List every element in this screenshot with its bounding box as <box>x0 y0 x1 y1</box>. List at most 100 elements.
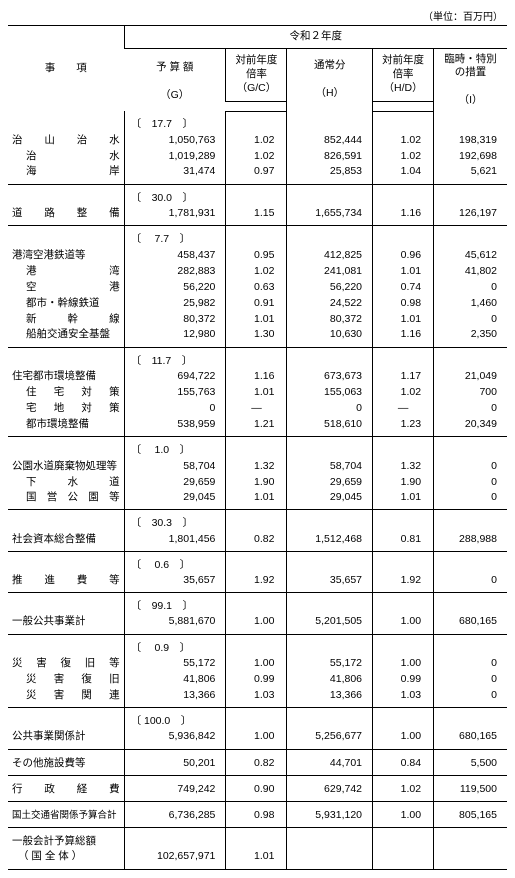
cell-gc: 1.02 <box>226 148 287 164</box>
cell-hd: 0.81 <box>373 532 434 552</box>
cell-h: 0 <box>287 401 373 417</box>
cell-gc: 1.00 <box>226 729 287 749</box>
cell-h: 55,172 <box>287 656 373 672</box>
cell-i: 0 <box>434 279 507 295</box>
cell-i: 0 <box>434 688 507 708</box>
cell-gc: 1.02 <box>226 263 287 279</box>
cell-i: 1,460 <box>434 295 507 311</box>
row-item: 都市・幹線鉄道 <box>8 295 124 311</box>
row-item: 災 害 関 連 <box>8 688 124 708</box>
cell-h: 25,853 <box>287 164 373 184</box>
cell-i: 0 <box>434 656 507 672</box>
cell-h: 518,610 <box>287 417 373 437</box>
cell-i: 0 <box>434 401 507 417</box>
cell-hd: 1.00 <box>373 729 434 749</box>
cell-gc: 1.01 <box>226 311 287 327</box>
cell-g: 1,050,763 <box>124 132 226 148</box>
row-item: 治 水 <box>8 148 124 164</box>
cell-hd: 1.02 <box>373 385 434 401</box>
cell-hd: 0.84 <box>373 749 434 775</box>
cell-gc: 1.30 <box>226 327 287 347</box>
bracket-value: 〔 0.6 〕 <box>124 551 226 573</box>
row-item: 行 政 経 費 <box>8 775 124 801</box>
row-item: 公園水道廃棄物処理等 <box>8 458 124 474</box>
cell-g: 56,220 <box>124 279 226 295</box>
cell-g: 5,881,670 <box>124 614 226 634</box>
hdr-hd: 対前年度 倍率 （H/D） <box>373 48 434 101</box>
cell-g: 50,201 <box>124 749 226 775</box>
cell-hd: 1.01 <box>373 311 434 327</box>
cell-hd: 1.16 <box>373 206 434 226</box>
cell-hd: 1.04 <box>373 164 434 184</box>
cell-i: 288,988 <box>434 532 507 552</box>
cell-gc: 0.95 <box>226 247 287 263</box>
cell-h: 10,630 <box>287 327 373 347</box>
cell-hd: 1.23 <box>373 417 434 437</box>
cell-i: 0 <box>434 490 507 510</box>
cell-i: 5,621 <box>434 164 507 184</box>
cell-i: 0 <box>434 458 507 474</box>
row-item: 公共事業関係計 <box>8 729 124 749</box>
cell-gc: 0.91 <box>226 295 287 311</box>
cell-h: 5,201,505 <box>287 614 373 634</box>
cell-g: 0 <box>124 401 226 417</box>
cell-hd: 1.01 <box>373 263 434 279</box>
cell-gc: 1.00 <box>226 656 287 672</box>
cell-hd: 1.03 <box>373 688 434 708</box>
cell-h: 1,512,468 <box>287 532 373 552</box>
cell-h: 41,806 <box>287 672 373 688</box>
row-item: その他施設費等 <box>8 749 124 775</box>
cell-g: 35,657 <box>124 573 226 593</box>
cell-hd: 0.99 <box>373 672 434 688</box>
cell-i: 2,350 <box>434 327 507 347</box>
cell-i: 700 <box>434 385 507 401</box>
cell-i: 0 <box>434 474 507 490</box>
cell-g: 458,437 <box>124 247 226 263</box>
cell-h: 35,657 <box>287 573 373 593</box>
cell-g: 31,474 <box>124 164 226 184</box>
cell-gc <box>226 828 287 850</box>
hdr-budget: 予 算 額 （G） <box>124 48 226 111</box>
cell-i: 41,802 <box>434 263 507 279</box>
row-item <box>8 347 124 369</box>
cell-gc: 0.63 <box>226 279 287 295</box>
bracket-value: 〔 0.9 〕 <box>124 634 226 656</box>
cell-g: 25,982 <box>124 295 226 311</box>
hdr-normal: 通常分 （H） <box>287 48 373 111</box>
unit-label: （単位：百万円） <box>8 8 507 23</box>
cell-h <box>287 828 373 850</box>
cell-h: 1,655,734 <box>287 206 373 226</box>
cell-g: 538,959 <box>124 417 226 437</box>
row-item: 宅 地 対 策 <box>8 401 124 417</box>
cell-g: 29,659 <box>124 474 226 490</box>
cell-i: 5,500 <box>434 749 507 775</box>
row-item: 道 路 整 備 <box>8 206 124 226</box>
cell-g: 1,019,289 <box>124 148 226 164</box>
row-item: 災 害 復 旧 <box>8 672 124 688</box>
cell-gc: 1.02 <box>226 132 287 148</box>
cell-h: 5,931,120 <box>287 802 373 828</box>
cell-hd: 0.74 <box>373 279 434 295</box>
cell-i: 126,197 <box>434 206 507 226</box>
cell-gc: 1.92 <box>226 573 287 593</box>
cell-h: 629,742 <box>287 775 373 801</box>
row-item <box>8 226 124 248</box>
row-item: 海 岸 <box>8 164 124 184</box>
cell-h: 13,366 <box>287 688 373 708</box>
row-item: 住 宅 対 策 <box>8 385 124 401</box>
cell-h: 24,522 <box>287 295 373 311</box>
cell-gc: 1.16 <box>226 369 287 385</box>
budget-table: 事 項 令和２年度 予 算 額 （G） 対前年度 倍率 （G/C） 通常分 （H… <box>8 25 507 870</box>
cell-h: 673,673 <box>287 369 373 385</box>
bracket-value: 〔 30.0 〕 <box>124 184 226 206</box>
cell-g: 282,883 <box>124 263 226 279</box>
cell-gc: 0.97 <box>226 164 287 184</box>
cell-hd: 1.00 <box>373 802 434 828</box>
cell-gc: 0.90 <box>226 775 287 801</box>
cell-i: 680,165 <box>434 614 507 634</box>
table-body: 〔 17.7 〕治 山 治 水1,050,7631.02852,4441.021… <box>8 111 507 869</box>
hdr-gc: 対前年度 倍率 （G/C） <box>226 48 287 101</box>
cell-hd: 1.02 <box>373 775 434 801</box>
cell-h: 56,220 <box>287 279 373 295</box>
row-item: 港湾空港鉄道等 <box>8 247 124 263</box>
